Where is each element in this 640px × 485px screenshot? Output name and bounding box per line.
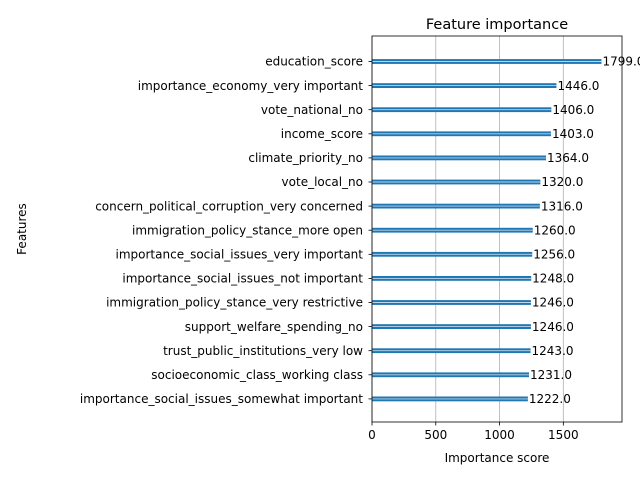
y-tick-label: immigration_policy_stance_very restricti… (106, 296, 363, 310)
data-label: 1231.0 (530, 368, 572, 382)
x-tick-label: 1500 (548, 428, 579, 442)
data-label: 1403.0 (552, 127, 594, 141)
data-labels: 1799.01446.0 1406.0 1403.0 1364.0 1320.0 1316… (529, 55, 640, 406)
y-tick-label: vote_national_no (261, 103, 363, 117)
y-tick-label: concern_political_corruption_very concer… (95, 199, 363, 213)
x-ticks: 0 500 1000 1500 (368, 422, 579, 442)
y-tick-label: importance_social_issues_not important (122, 272, 363, 286)
data-label: 1256.0 (533, 248, 575, 262)
y-tick-label: education_score (265, 55, 363, 69)
x-axis-label: Importance score (445, 451, 550, 465)
y-tick-label: climate_priority_no (248, 151, 363, 165)
data-label: 1243.0 (532, 344, 574, 358)
x-tick-label: 0 (368, 428, 376, 442)
data-label: 1246.0 (532, 296, 574, 310)
x-tick-label: 1000 (484, 428, 515, 442)
data-label: 1364.0 (547, 151, 589, 165)
data-label: 1246.0 (532, 320, 574, 334)
y-tick-label: income_score (281, 127, 363, 141)
data-label: 1446.0 (557, 79, 599, 93)
chart-title: Feature importance (426, 17, 568, 33)
data-label: 1316.0 (541, 199, 583, 213)
y-tick-labels: education_score importance_economy_very i… (80, 55, 372, 406)
data-label: 1406.0 (552, 103, 594, 117)
y-tick-label: trust_public_institutions_very low (163, 344, 363, 358)
y-tick-label: vote_local_no (282, 175, 363, 189)
bars (372, 59, 602, 402)
data-label: 1248.0 (532, 272, 574, 286)
data-label: 1320.0 (541, 175, 583, 189)
data-label: 1799.0 (602, 55, 640, 69)
data-label: 1222.0 (529, 392, 571, 406)
y-tick-label: importance_social_issues_somewhat import… (80, 392, 363, 406)
y-tick-label: socioeconomic_class_working class (151, 368, 363, 382)
y-axis-label: Features (15, 203, 29, 255)
y-tick-label: support_welfare_spending_no (185, 320, 363, 334)
x-tick-label: 500 (424, 428, 447, 442)
data-label: 1260.0 (534, 223, 576, 237)
y-tick-label: immigration_policy_stance_more open (132, 223, 363, 237)
plot-frame (371, 35, 623, 423)
y-tick-label: importance_economy_very important (138, 79, 364, 93)
y-tick-label: importance_social_issues_very important (116, 248, 364, 262)
